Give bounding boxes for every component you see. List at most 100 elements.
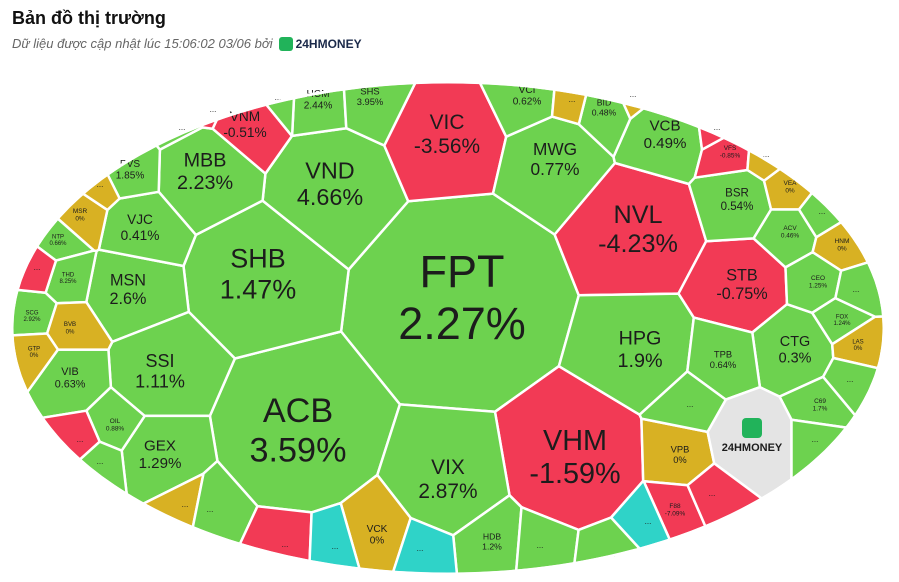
ticker: SHB — [230, 243, 286, 273]
change: 0.41% — [121, 228, 160, 243]
ticker: MBB — [184, 149, 227, 171]
ticker: VND — [305, 157, 354, 183]
more-label: ... — [709, 489, 716, 498]
more-label: ... — [34, 263, 41, 272]
ticker: F88 — [669, 503, 681, 510]
ticker: ACB — [263, 392, 333, 430]
title: Bản đồ thị trường — [12, 8, 166, 28]
logo-icon — [742, 418, 762, 438]
change: 4.66% — [297, 184, 363, 210]
cell-shape — [790, 418, 848, 481]
change: 0.62% — [513, 97, 542, 108]
change: 0% — [785, 188, 795, 195]
ticker: CEO — [811, 275, 825, 282]
ticker: GTP — [28, 346, 40, 352]
change: 1.11% — [135, 372, 185, 392]
ticker: PVS — [120, 159, 140, 170]
ticker: SHS — [360, 86, 379, 96]
more-label: ... — [207, 505, 214, 514]
logo-text: 24HMONEY — [722, 442, 783, 454]
change: 0% — [673, 455, 687, 465]
ticker: SSI — [145, 351, 174, 371]
ticker: VCB — [649, 118, 680, 135]
cell: VIC-3.56% — [383, 80, 508, 203]
more-label: ... — [687, 400, 694, 409]
change: 0.63% — [55, 378, 86, 390]
change: 2.44% — [304, 101, 333, 112]
change: -4.23% — [598, 230, 678, 258]
more-label: ... — [630, 90, 637, 99]
more-label: ... — [537, 541, 544, 550]
change: 2.27% — [398, 298, 526, 349]
change: 0.54% — [721, 201, 754, 213]
ticker: HPG — [619, 327, 662, 349]
ticker: VPB — [671, 444, 690, 454]
more-label: ... — [97, 457, 104, 466]
ticker: CTG — [780, 334, 810, 350]
ticker: VEA — [784, 180, 798, 187]
change: 0.88% — [106, 426, 125, 433]
map-outline — [10, 80, 886, 576]
change: 1.2% — [482, 541, 502, 551]
subtitle: Dữ liệu được cập nhật lúc 15:06:02 03/06… — [12, 36, 273, 51]
change: 0.3% — [779, 350, 812, 366]
change: 1.25% — [809, 283, 828, 290]
change: 1.29% — [139, 455, 182, 472]
ticker: NVL — [614, 201, 663, 229]
ticker: VCK — [367, 524, 388, 535]
change: 0.77% — [531, 159, 580, 179]
brand-icon — [278, 36, 293, 51]
ticker: VIX — [431, 456, 465, 479]
more-label: ... — [819, 207, 826, 216]
ticker: MWG — [533, 139, 577, 159]
ticker: VIB — [61, 366, 78, 378]
change: 2.92% — [23, 317, 41, 323]
change: -7.09% — [665, 511, 686, 518]
change: 1.9% — [617, 350, 662, 372]
change: 3.95% — [357, 97, 384, 107]
change: -0.75% — [716, 285, 767, 303]
ticker: HNM — [835, 238, 850, 245]
ticker: VFS — [724, 145, 737, 152]
change: -1.59% — [529, 458, 620, 490]
change: 0% — [837, 246, 847, 253]
more-label: ... — [97, 180, 104, 189]
change: 2.6% — [110, 290, 147, 308]
ticker: STB — [726, 266, 757, 284]
change: 0% — [66, 328, 75, 335]
ticker: MSR — [73, 208, 88, 215]
ticker: HDB — [483, 532, 501, 542]
more-label: ... — [182, 500, 189, 509]
ticker: FPT — [420, 246, 505, 297]
ticker: MSN — [110, 271, 146, 289]
change: 1.24% — [833, 321, 851, 327]
ticker: BSR — [725, 188, 749, 200]
cell: ... — [790, 418, 848, 481]
change: 0% — [30, 353, 39, 359]
change: 2.23% — [177, 172, 233, 194]
change: 0.66% — [49, 241, 67, 247]
change: 8.25% — [59, 279, 77, 285]
more-label: ... — [569, 95, 576, 104]
more-label: ... — [77, 435, 84, 444]
change: 1.7% — [813, 406, 828, 413]
change: 0% — [370, 536, 385, 547]
ticker: SCG — [25, 310, 38, 316]
more-label: ... — [847, 375, 854, 384]
brand-text: 24HMONEY — [295, 36, 362, 51]
ticker: BID — [597, 98, 611, 108]
change: 0% — [854, 346, 863, 352]
ticker: VHM — [543, 425, 607, 457]
ticker: VJC — [127, 212, 153, 227]
ticker: THD — [62, 272, 75, 278]
change: 3.59% — [250, 432, 347, 470]
change: 0% — [75, 216, 85, 223]
ticker: C69 — [814, 398, 826, 405]
subtitle-row: Dữ liệu được cập nhật lúc 15:06:02 03/06… — [12, 36, 362, 51]
